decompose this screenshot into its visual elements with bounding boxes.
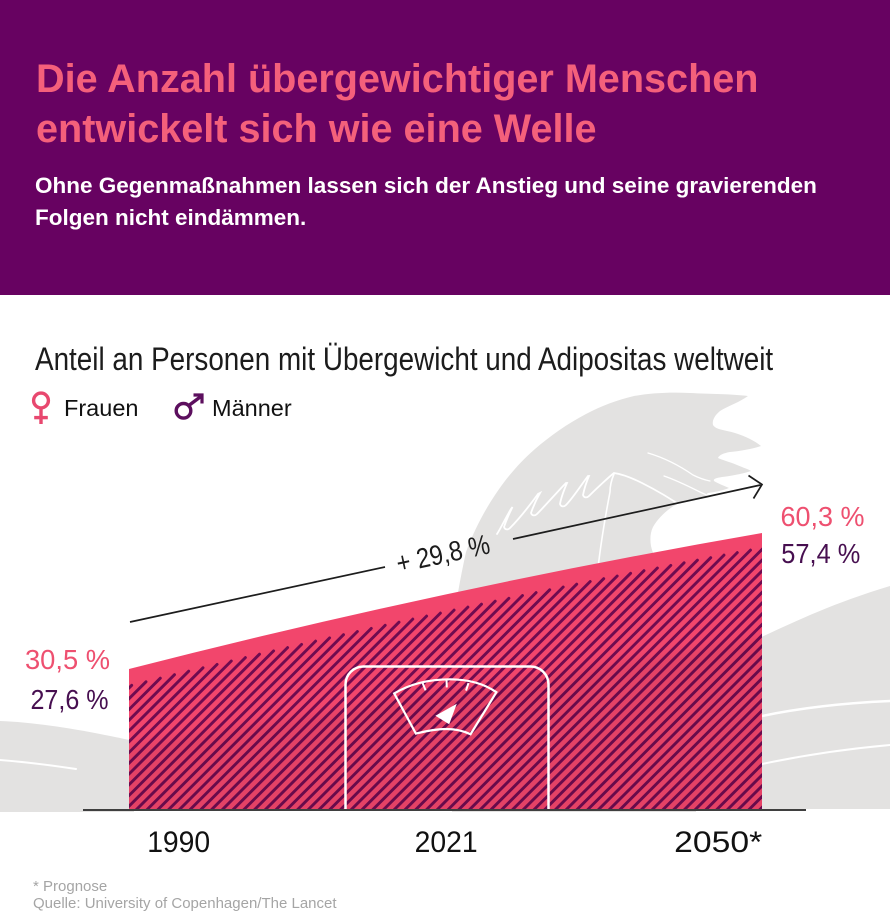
svg-text:2021: 2021 [415, 826, 478, 859]
svg-text:60,3 %: 60,3 % [781, 501, 865, 532]
svg-text:57,4 %: 57,4 % [781, 538, 860, 569]
svg-text:30,5 %: 30,5 % [25, 644, 110, 675]
svg-text:2050*: 2050* [674, 826, 762, 859]
svg-text:27,6 %: 27,6 % [31, 684, 109, 715]
svg-text:1990: 1990 [147, 826, 210, 859]
